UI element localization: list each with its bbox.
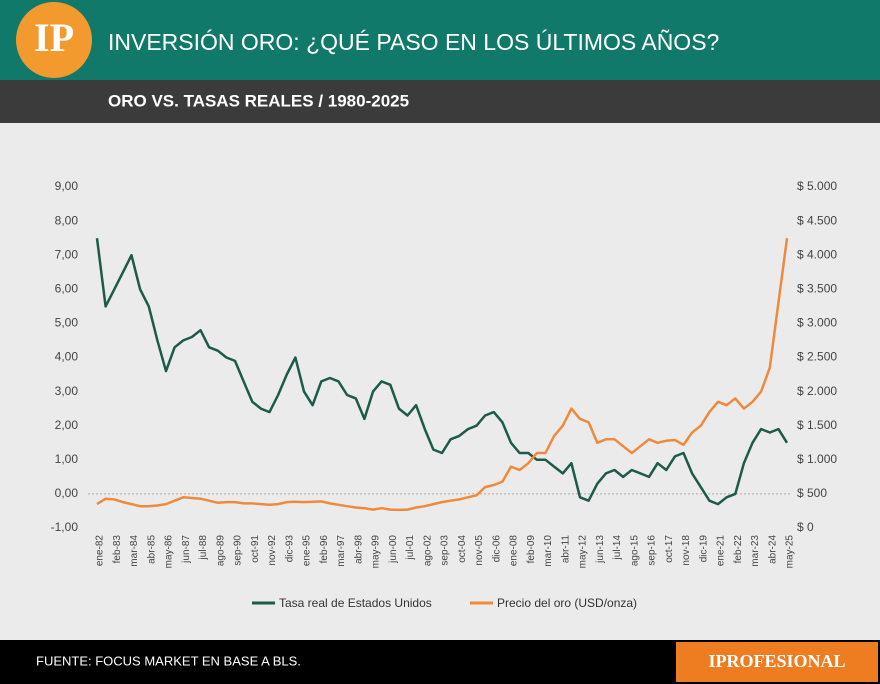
x-tick-label: ago-02	[422, 535, 433, 567]
y2-tick-label: $ 4.500	[797, 213, 837, 227]
x-tick-label: jun-13	[595, 535, 606, 564]
x-tick-label: mar-97	[336, 535, 347, 567]
legend-label: Precio del oro (USD/onza)	[497, 596, 637, 610]
x-tick-label: abr-98	[353, 535, 364, 564]
x-tick-label: abr-24	[767, 535, 778, 564]
y-tick-label: 3,00	[55, 384, 79, 398]
x-tick-label: sep-90	[233, 535, 244, 566]
y-tick-label: 4,00	[55, 350, 79, 364]
x-tick-label: mar-10	[543, 535, 554, 567]
x-tick-label: may-25	[785, 535, 796, 569]
y2-tick-label: $ 4.000	[797, 247, 837, 261]
x-tick-label: ene-82	[95, 535, 106, 567]
x-tick-label: oct-91	[250, 535, 261, 563]
y2-tick-label: $ 3.500	[797, 281, 837, 295]
source: FUENTE: FOCUS MARKET EN BASE A BLS.	[36, 653, 301, 668]
y2-tick-label: $ 0	[797, 520, 814, 534]
page-title: INVERSIÓN ORO: ¿QUÉ PASO EN LOS ÚLTIMOS …	[108, 29, 719, 55]
y-tick-label: 5,00	[55, 316, 79, 330]
y-tick-label: 7,00	[55, 247, 79, 261]
y2-tick-label: $ 500	[797, 486, 827, 500]
y-tick-label: 9,00	[55, 179, 79, 193]
x-tick-label: feb-96	[319, 535, 330, 564]
x-tick-label: abr-11	[560, 535, 571, 564]
brand-box	[676, 642, 878, 682]
x-tick-label: sep-16	[647, 535, 658, 566]
x-tick-label: mar-84	[129, 535, 140, 567]
x-tick-label: abr-85	[146, 535, 157, 564]
y2-tick-label: $ 1.500	[797, 418, 837, 432]
y-tick-label: 6,00	[55, 281, 79, 295]
y-tick-label: -1,00	[51, 520, 79, 534]
x-tick-label: jul-14	[612, 535, 623, 561]
y2-tick-label: $ 1.000	[797, 452, 837, 466]
subtitle-band	[0, 80, 880, 123]
y2-tick-label: $ 3.000	[797, 316, 837, 330]
x-tick-label: oct-17	[664, 535, 675, 563]
x-tick-label: nov-05	[474, 535, 485, 566]
x-tick-label: may-99	[371, 535, 382, 569]
brand: IPROFESIONAL	[708, 651, 845, 671]
x-tick-label: jun-00	[388, 535, 399, 564]
x-tick-label: mar-23	[750, 535, 761, 567]
y-tick-label: 2,00	[55, 418, 79, 432]
x-tick-label: dic-93	[284, 535, 295, 563]
x-tick-label: nov-92	[267, 535, 278, 566]
x-tick-label: sep-03	[440, 535, 451, 566]
x-tick-label: jun-87	[181, 535, 192, 564]
y-tick-label: 1,00	[55, 452, 79, 466]
y2-tick-label: $ 2.500	[797, 350, 837, 364]
y2-tick-label: $ 5.000	[797, 179, 837, 193]
x-tick-label: feb-83	[112, 535, 123, 564]
x-tick-label: jul-01	[405, 535, 416, 561]
x-tick-label: nov-18	[681, 535, 692, 566]
logo-text: IP	[34, 15, 74, 60]
x-tick-label: feb-22	[733, 535, 744, 564]
x-tick-label: ene-95	[302, 535, 313, 567]
logo	[16, 2, 92, 78]
x-tick-label: feb-09	[526, 535, 537, 564]
x-tick-label: ene-08	[509, 535, 520, 567]
x-tick-label: ago-89	[215, 535, 226, 567]
x-tick-label: ene-21	[716, 535, 727, 567]
subtitle: ORO VS. TASAS REALES / 1980-2025	[108, 91, 409, 110]
y-tick-label: 0,00	[55, 486, 79, 500]
x-tick-label: oct-04	[457, 535, 468, 563]
series-line	[95, 238, 789, 506]
x-tick-label: dic-06	[491, 535, 502, 563]
y2-tick-label: $ 2.000	[797, 384, 837, 398]
x-tick-label: may-86	[164, 535, 175, 569]
series-line	[96, 238, 789, 512]
x-tick-label: may-12	[578, 535, 589, 569]
x-tick-label: dic-19	[698, 535, 709, 563]
legend-label: Tasa real de Estados Unidos	[279, 596, 432, 610]
x-tick-label: ago-15	[629, 535, 640, 567]
y-tick-label: 8,00	[55, 213, 79, 227]
header-band	[0, 0, 880, 80]
x-tick-label: jul-88	[198, 535, 209, 561]
